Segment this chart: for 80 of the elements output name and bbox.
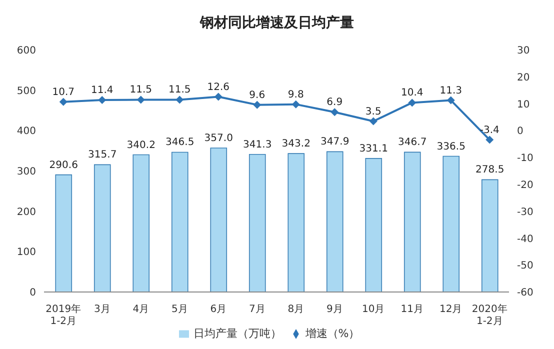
bar	[132, 154, 150, 292]
x-tick-label: 8月	[288, 304, 304, 315]
point	[369, 117, 378, 126]
data-label: 290.6	[49, 160, 78, 171]
data-label: 340.2	[126, 140, 156, 151]
data-label: 11.5	[168, 84, 191, 96]
bar	[288, 153, 305, 292]
x-tick-label: 11月	[400, 304, 424, 315]
y2-tick-label: 10	[517, 99, 530, 110]
bar	[210, 148, 228, 292]
x-tick-label: 4月	[132, 304, 150, 315]
y2-tick-label: 0	[517, 126, 524, 138]
bar	[248, 154, 266, 292]
y-tick-label: 500	[16, 86, 36, 97]
point	[446, 96, 455, 104]
x-tick-label: 5月	[171, 304, 188, 315]
bar	[481, 179, 498, 292]
chart-title: 钢材同比增速及日均产量	[198, 14, 355, 33]
data-label: 11.5	[130, 84, 152, 96]
data-label: 3.5	[365, 106, 382, 118]
data-label: 346.5	[166, 137, 194, 148]
bar	[404, 152, 421, 292]
y2-tick-label: -20	[517, 180, 534, 191]
data-label: 9.8	[288, 89, 304, 100]
y2-tick-label: -30	[517, 206, 534, 218]
y2-tick-label: -60	[517, 288, 534, 299]
data-label: 12.6	[207, 82, 230, 93]
y-tick-label: 200	[16, 206, 36, 218]
bar	[326, 151, 344, 292]
x-tick-label: 3月	[94, 304, 110, 315]
data-label: 357.0	[204, 133, 233, 144]
data-label: 336.5	[436, 141, 466, 152]
point	[408, 98, 416, 107]
x-tick-label: 10月	[362, 304, 385, 315]
data-label: 278.5	[476, 164, 504, 176]
point	[176, 96, 184, 104]
data-label: -3.4	[480, 124, 500, 136]
data-label: 10.4	[400, 88, 424, 99]
bar	[171, 152, 188, 292]
x-tick-label: 6月	[210, 304, 227, 315]
point	[292, 100, 300, 108]
data-label: 343.2	[282, 138, 310, 150]
point	[330, 108, 339, 116]
x-tick-label: 12月	[440, 304, 462, 315]
data-label: 331.1	[359, 143, 388, 154]
data-label: 347.9	[320, 136, 350, 148]
data-label: 341.3	[243, 139, 272, 150]
y2-tick-label: -50	[517, 260, 534, 272]
data-label: 346.7	[398, 137, 427, 148]
y2-tick-label: 30	[517, 46, 530, 57]
data-label: 6.9	[326, 97, 343, 108]
bar	[442, 156, 460, 292]
data-label: 315.7	[88, 150, 117, 161]
point	[214, 92, 222, 101]
point	[98, 96, 106, 104]
y-tick-label: 0	[30, 288, 36, 299]
bar	[365, 158, 382, 292]
y2-tick-label: 20	[517, 72, 530, 84]
x-tick-label: 2020年 1-2月	[472, 303, 508, 327]
data-label: 11.4	[90, 85, 114, 96]
x-tick-label: 9月	[326, 304, 343, 315]
data-label: 11.3	[440, 85, 462, 96]
x-tick-label: 7月	[248, 304, 266, 315]
y-tick-label: 300	[16, 166, 36, 178]
y2-tick-label: -10	[517, 153, 534, 164]
x-tick-label: 2019年 1-2月	[46, 303, 82, 327]
data-label: 9.6	[249, 90, 266, 101]
point	[59, 98, 68, 106]
bar	[94, 164, 111, 292]
point	[486, 136, 494, 144]
legend-label: 增速（%）	[305, 327, 360, 340]
y-tick-label: 400	[16, 126, 36, 138]
y2-tick-label: -40	[517, 234, 534, 245]
point	[253, 100, 262, 109]
bar	[55, 174, 72, 292]
y-tick-label: 100	[16, 247, 36, 258]
data-label: 10.7	[52, 86, 75, 98]
point	[136, 96, 145, 104]
legend-label: 日均产量（万吨）	[193, 327, 282, 340]
y-tick-label: 600	[16, 46, 36, 57]
